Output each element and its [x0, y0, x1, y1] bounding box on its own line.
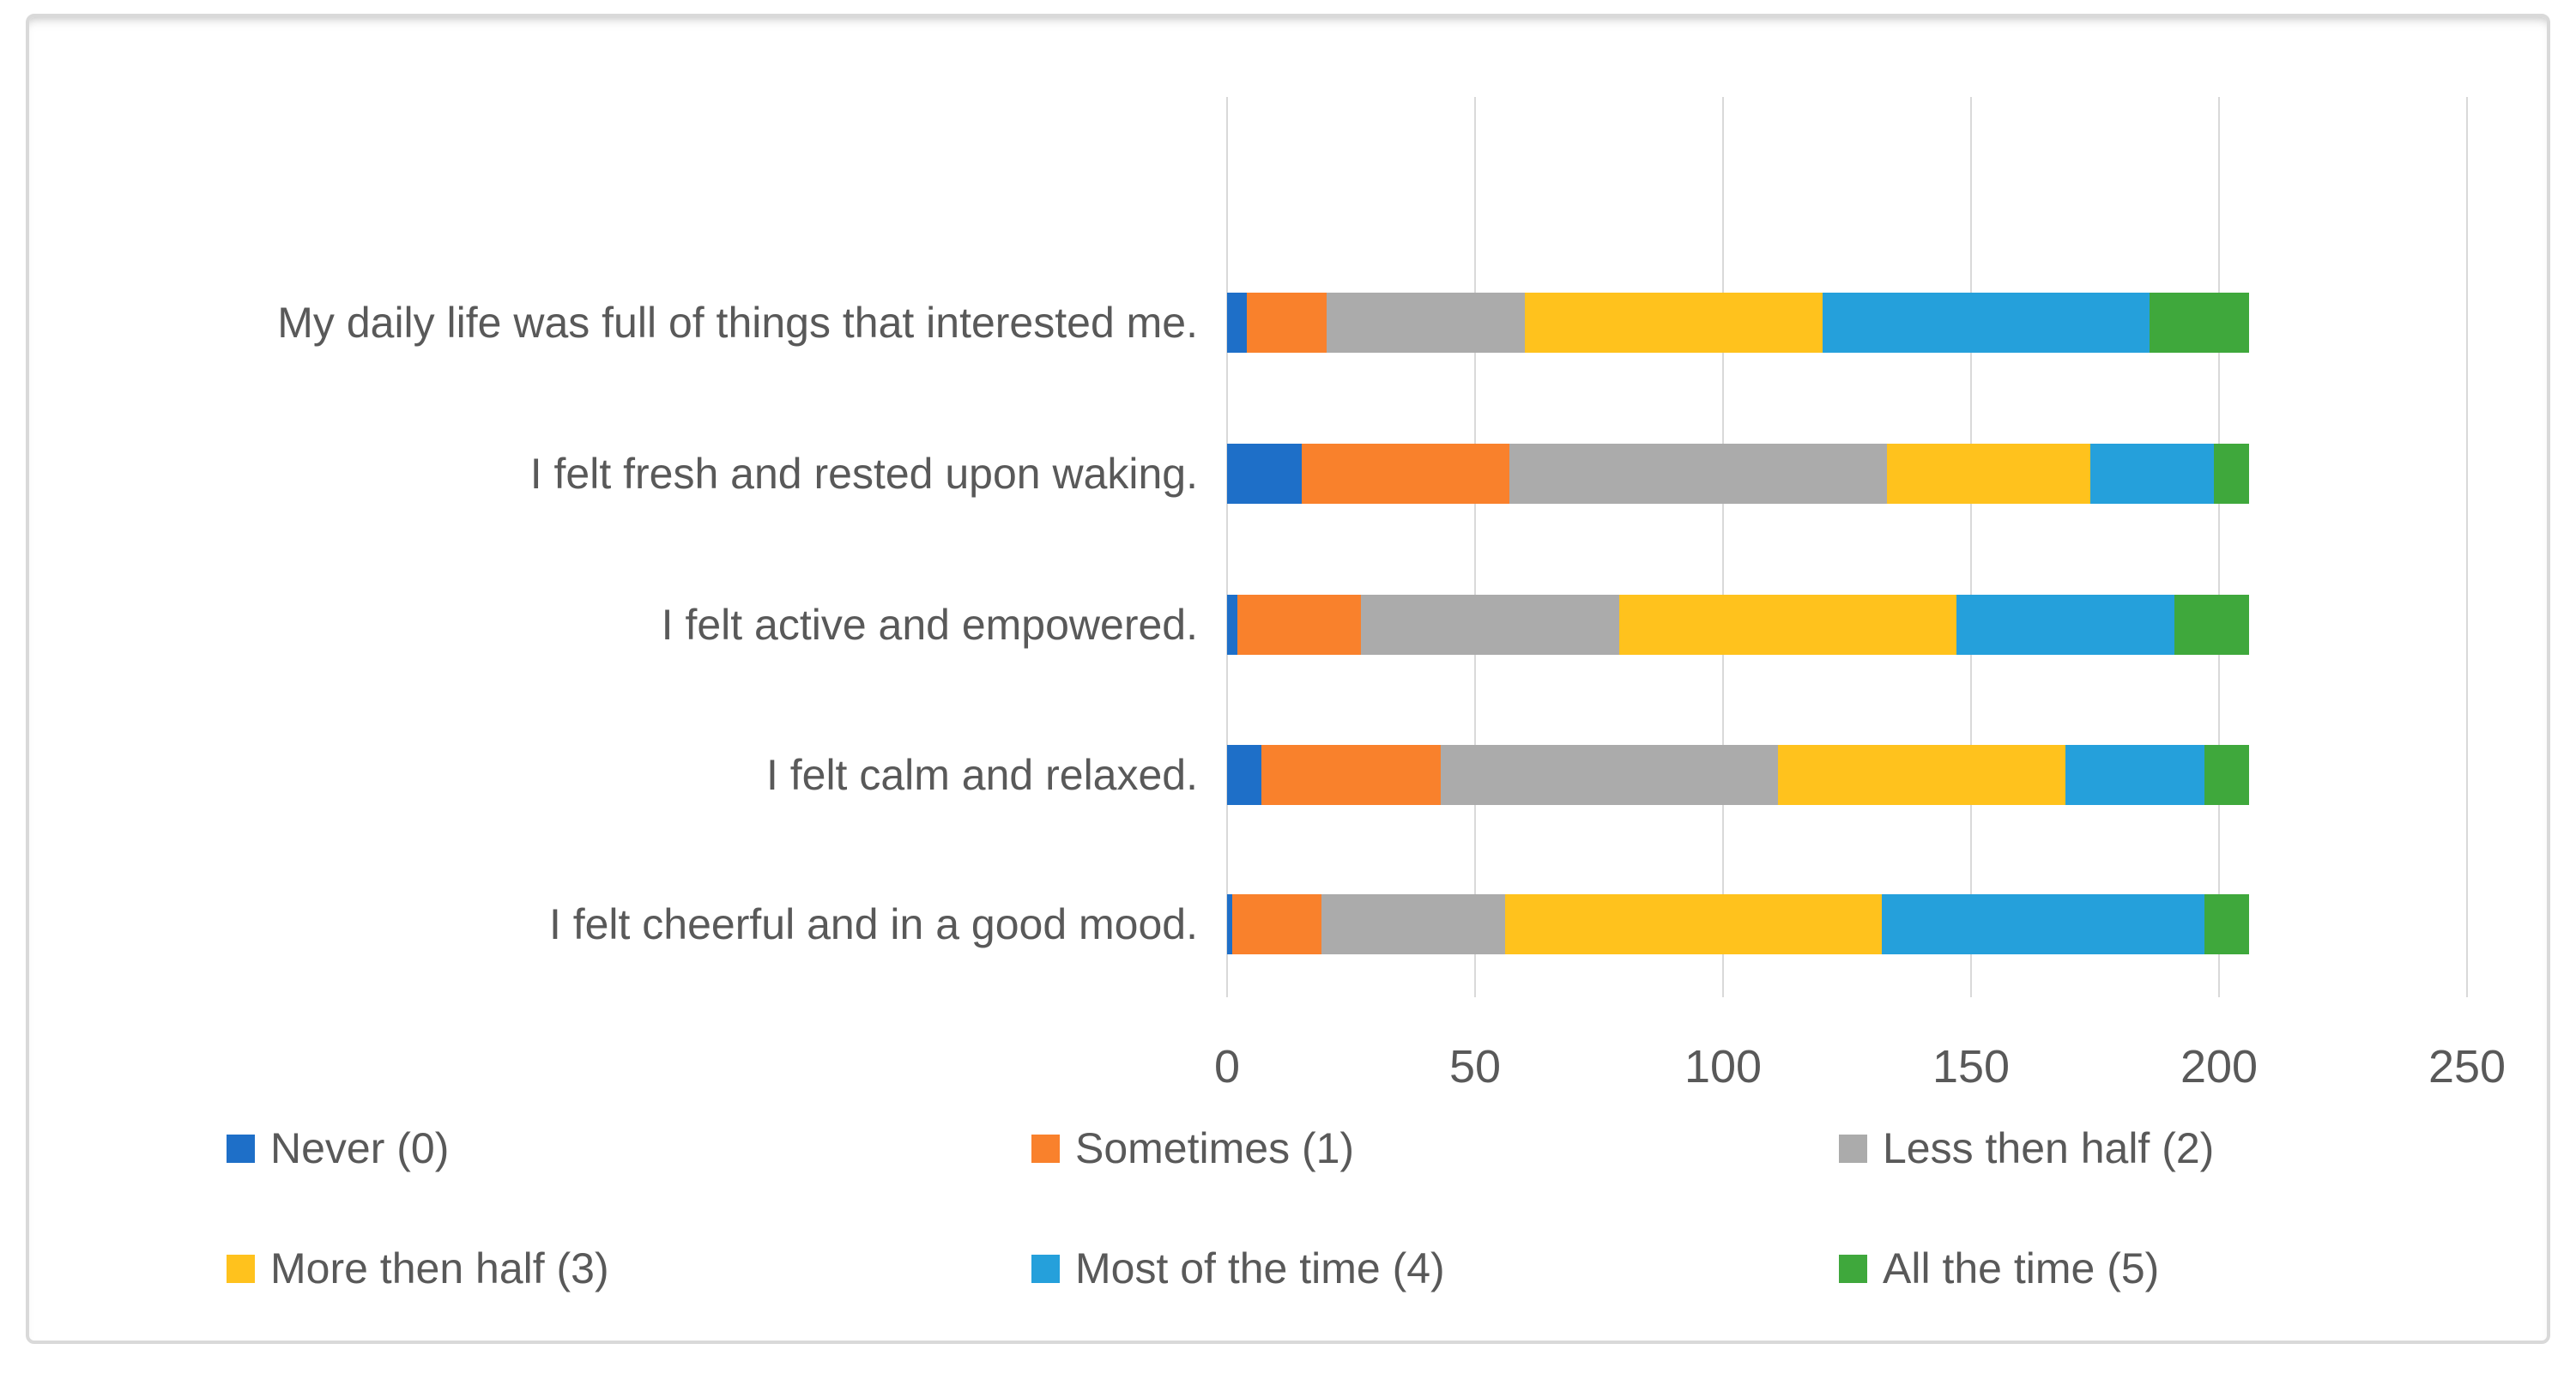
bar-segment — [1440, 745, 1778, 805]
x-tick-label-150: 150 — [1932, 1041, 2011, 1092]
gridline-x-250 — [2466, 97, 2468, 997]
bar-segment — [2150, 293, 2249, 353]
legend-label: Sometimes (1) — [1075, 1124, 1355, 1172]
gridline-x-50 — [1474, 97, 1476, 997]
legend-swatch-icon — [227, 1134, 255, 1163]
bar-segment — [1509, 444, 1887, 504]
legend-swatch-icon — [1839, 1254, 1867, 1283]
bar-segment — [1777, 745, 2065, 805]
x-tick-label-0: 0 — [1213, 1041, 1241, 1092]
legend-label: Most of the time (4) — [1075, 1244, 1445, 1292]
legend-item: Sometimes (1) — [1031, 1123, 1354, 1174]
category-label: I felt active and empowered. — [661, 601, 1198, 649]
category-label: I felt cheerful and in a good mood. — [548, 900, 1198, 948]
bar-segment — [1886, 444, 2090, 504]
x-tick-label-250: 250 — [2428, 1041, 2506, 1092]
bar-segment — [1321, 894, 1505, 954]
x-tick-label-200: 200 — [2180, 1041, 2259, 1092]
bar-segment — [2204, 745, 2249, 805]
gridline-x-0 — [1226, 97, 1228, 997]
category-label: I felt fresh and rested upon waking. — [529, 450, 1198, 498]
legend-swatch-icon — [1839, 1134, 1867, 1163]
bar-segment — [1524, 293, 1823, 353]
gridline-x-100 — [1722, 97, 1724, 997]
legend-item: More then half (3) — [227, 1243, 609, 1294]
legend-label: Never (0) — [270, 1124, 450, 1172]
bar-segment — [1227, 444, 1302, 504]
bar-segment — [1231, 894, 1321, 954]
legend-label: Less then half (2) — [1883, 1124, 2215, 1172]
bar-segment — [1326, 293, 1525, 353]
bar-segment — [1822, 293, 2150, 353]
bar-segment — [1227, 745, 1262, 805]
bar-segment — [2174, 595, 2249, 655]
bar-segment — [1956, 595, 2174, 655]
category-label: I felt calm and relaxed. — [765, 751, 1198, 799]
gridline-x-150 — [1970, 97, 1972, 997]
legend-item: Less then half (2) — [1839, 1123, 2214, 1174]
gridline-x-200 — [2218, 97, 2220, 997]
legend-label: More then half (3) — [270, 1244, 609, 1292]
bar-segment — [1618, 595, 1956, 655]
bar-segment — [1227, 894, 1232, 954]
legend-swatch-icon — [1031, 1254, 1060, 1283]
chart-frame — [26, 14, 2550, 1344]
bar-segment — [1881, 894, 2204, 954]
bar-segment — [1361, 595, 1619, 655]
x-tick-label-50: 50 — [1448, 1041, 1502, 1092]
bar-segment — [1227, 595, 1237, 655]
legend-item: Most of the time (4) — [1031, 1243, 1445, 1294]
legend-swatch-icon — [227, 1254, 255, 1283]
bar-segment — [2065, 745, 2204, 805]
bar-segment — [1301, 444, 1510, 504]
bar-segment — [2204, 894, 2249, 954]
legend-item: All the time (5) — [1839, 1243, 2159, 1294]
bar-segment — [1504, 894, 1882, 954]
legend-swatch-icon — [1031, 1134, 1060, 1163]
bar-segment — [1261, 745, 1441, 805]
x-tick-label-100: 100 — [1684, 1041, 1763, 1092]
legend-item: Never (0) — [227, 1123, 449, 1174]
category-label: My daily life was full of things that in… — [277, 299, 1198, 347]
legend-label: All the time (5) — [1883, 1244, 2160, 1292]
bar-segment — [1227, 293, 1248, 353]
bar-segment — [1247, 293, 1327, 353]
bar-segment — [2089, 444, 2215, 504]
bar-segment — [2214, 444, 2249, 504]
bar-segment — [1237, 595, 1362, 655]
